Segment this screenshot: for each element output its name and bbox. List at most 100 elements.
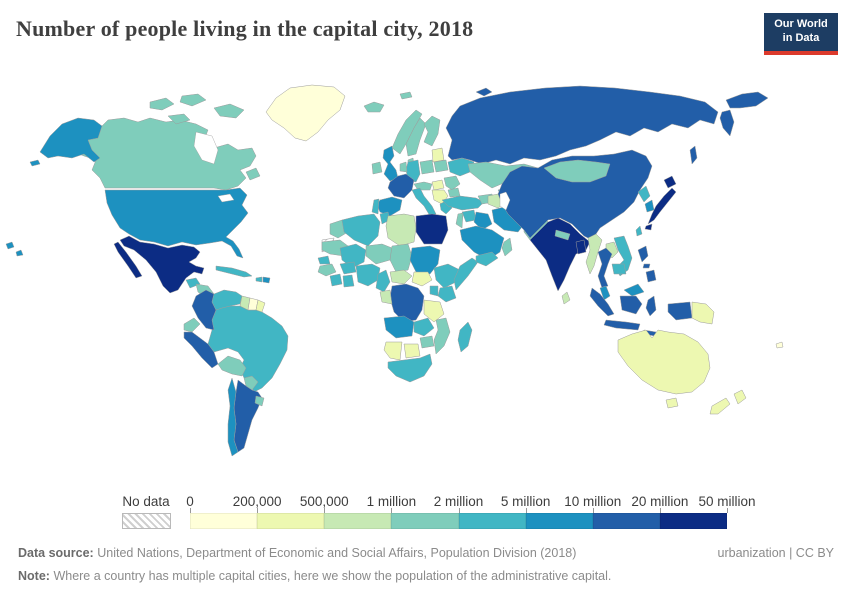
country-mongolia[interactable] bbox=[543, 159, 611, 183]
country-north-korea[interactable] bbox=[637, 185, 651, 203]
country-madagascar[interactable] bbox=[457, 321, 473, 353]
country-gabon-congo[interactable] bbox=[379, 289, 393, 305]
country-algeria[interactable] bbox=[341, 213, 381, 247]
country-guatemala[interactable] bbox=[185, 277, 201, 289]
country-colombia[interactable] bbox=[191, 289, 217, 331]
country-norway[interactable] bbox=[391, 109, 423, 155]
country-cambodia[interactable] bbox=[611, 263, 627, 275]
legend-bin-3[interactable] bbox=[391, 513, 459, 529]
country-yemen[interactable] bbox=[475, 251, 499, 267]
country-usa-hawaii-2[interactable] bbox=[15, 249, 24, 257]
country-baltic-states[interactable] bbox=[431, 147, 445, 163]
country-canada-arctic-3[interactable] bbox=[213, 103, 245, 119]
country-chad[interactable] bbox=[389, 243, 413, 273]
country-usa-aleutians[interactable] bbox=[29, 159, 41, 167]
country-japan-hokkaido[interactable] bbox=[663, 175, 677, 189]
country-canada-arctic-4[interactable] bbox=[167, 113, 191, 125]
country-burkina-faso[interactable] bbox=[339, 261, 357, 275]
country-uganda[interactable] bbox=[429, 285, 439, 297]
country-japan-kyushu[interactable] bbox=[644, 223, 653, 231]
country-russia-chukotka[interactable] bbox=[725, 91, 769, 109]
country-thailand[interactable] bbox=[597, 247, 613, 289]
country-bulgaria[interactable] bbox=[447, 187, 461, 198]
country-haiti[interactable] bbox=[255, 276, 263, 283]
country-philippines-mindanao[interactable] bbox=[645, 269, 657, 283]
country-niger[interactable] bbox=[365, 243, 393, 265]
country-norway-svalbard[interactable] bbox=[399, 91, 413, 100]
country-nigeria[interactable] bbox=[355, 263, 381, 287]
country-malaysia-peninsula[interactable] bbox=[599, 285, 611, 301]
country-russia[interactable] bbox=[445, 85, 719, 165]
country-japan-honshu[interactable] bbox=[647, 187, 677, 225]
country-indonesia-sulawesi[interactable] bbox=[645, 295, 657, 317]
country-senegal[interactable] bbox=[317, 255, 331, 265]
country-canada-arctic-2[interactable] bbox=[179, 93, 207, 107]
country-belarus[interactable] bbox=[433, 159, 449, 173]
country-ecuador[interactable] bbox=[183, 317, 201, 333]
country-benelux[interactable] bbox=[399, 161, 408, 173]
country-dominican-republic[interactable] bbox=[262, 276, 271, 284]
country-drc[interactable] bbox=[389, 283, 425, 323]
country-syria[interactable] bbox=[461, 209, 477, 223]
country-zambia[interactable] bbox=[413, 317, 435, 337]
country-iceland[interactable] bbox=[363, 101, 385, 113]
country-canada-newfoundland[interactable] bbox=[245, 167, 261, 181]
country-new-zealand-south[interactable] bbox=[709, 397, 731, 415]
legend-bin-5[interactable] bbox=[525, 513, 593, 529]
country-indonesia-west-papua[interactable] bbox=[667, 301, 693, 321]
country-chile[interactable] bbox=[227, 377, 239, 457]
legend-bin-6[interactable] bbox=[592, 513, 660, 529]
country-usa-alaska[interactable] bbox=[39, 117, 103, 163]
country-saudi-arabia[interactable] bbox=[459, 225, 505, 261]
legend-no-data-swatch[interactable] bbox=[122, 513, 171, 529]
country-sweden[interactable] bbox=[405, 117, 427, 157]
country-china[interactable] bbox=[497, 149, 653, 241]
country-iraq[interactable] bbox=[473, 211, 493, 231]
country-bolivia[interactable] bbox=[217, 355, 247, 377]
country-argentina[interactable] bbox=[233, 379, 263, 453]
country-usa[interactable] bbox=[104, 187, 249, 259]
country-ivory-coast[interactable] bbox=[329, 273, 343, 287]
country-usa-hawaii-1[interactable] bbox=[5, 241, 15, 250]
country-egypt[interactable] bbox=[415, 213, 449, 245]
country-zimbabwe[interactable] bbox=[419, 335, 435, 349]
country-south-sudan[interactable] bbox=[411, 271, 433, 287]
country-greenland[interactable] bbox=[265, 84, 346, 142]
country-italy[interactable] bbox=[411, 187, 437, 217]
legend-bin-4[interactable] bbox=[458, 513, 526, 529]
country-finland[interactable] bbox=[423, 115, 441, 147]
country-cameroon[interactable] bbox=[375, 269, 391, 293]
country-libya[interactable] bbox=[385, 213, 417, 247]
country-canada-arctic-1[interactable] bbox=[149, 97, 175, 111]
country-mali[interactable] bbox=[339, 243, 367, 269]
country-uk[interactable] bbox=[382, 145, 399, 182]
country-ireland[interactable] bbox=[371, 161, 383, 175]
attribution[interactable]: urbanization | CC BY bbox=[717, 546, 835, 560]
country-australia[interactable] bbox=[617, 329, 711, 395]
country-botswana[interactable] bbox=[403, 343, 421, 359]
country-french-guiana[interactable] bbox=[255, 299, 266, 313]
country-russia-sakhalin[interactable] bbox=[689, 145, 698, 165]
country-uruguay[interactable] bbox=[254, 395, 265, 407]
country-portugal[interactable] bbox=[371, 198, 380, 215]
country-south-africa[interactable] bbox=[387, 353, 433, 383]
owid-logo[interactable]: Our World in Data bbox=[764, 13, 838, 55]
country-hungary[interactable] bbox=[431, 179, 445, 191]
country-new-zealand-north[interactable] bbox=[733, 389, 747, 405]
country-poland[interactable] bbox=[419, 159, 435, 175]
legend-bin-1[interactable] bbox=[257, 513, 325, 529]
country-nepal[interactable] bbox=[554, 229, 571, 241]
country-australia-tasmania[interactable] bbox=[665, 397, 679, 409]
country-somalia[interactable] bbox=[453, 257, 479, 291]
country-malaysia-borneo[interactable] bbox=[623, 283, 645, 297]
country-russia-novaya-zemlya[interactable] bbox=[475, 87, 493, 97]
country-philippines-visayas[interactable] bbox=[642, 263, 651, 269]
country-taiwan[interactable] bbox=[635, 225, 643, 237]
country-spain[interactable] bbox=[376, 196, 403, 217]
country-indonesia-sumatra[interactable] bbox=[589, 287, 615, 317]
country-namibia[interactable] bbox=[383, 341, 403, 361]
country-levant[interactable] bbox=[455, 212, 464, 229]
country-guinea[interactable] bbox=[317, 263, 337, 277]
country-canada[interactable] bbox=[61, 117, 257, 191]
country-philippines-luzon[interactable] bbox=[637, 245, 649, 263]
